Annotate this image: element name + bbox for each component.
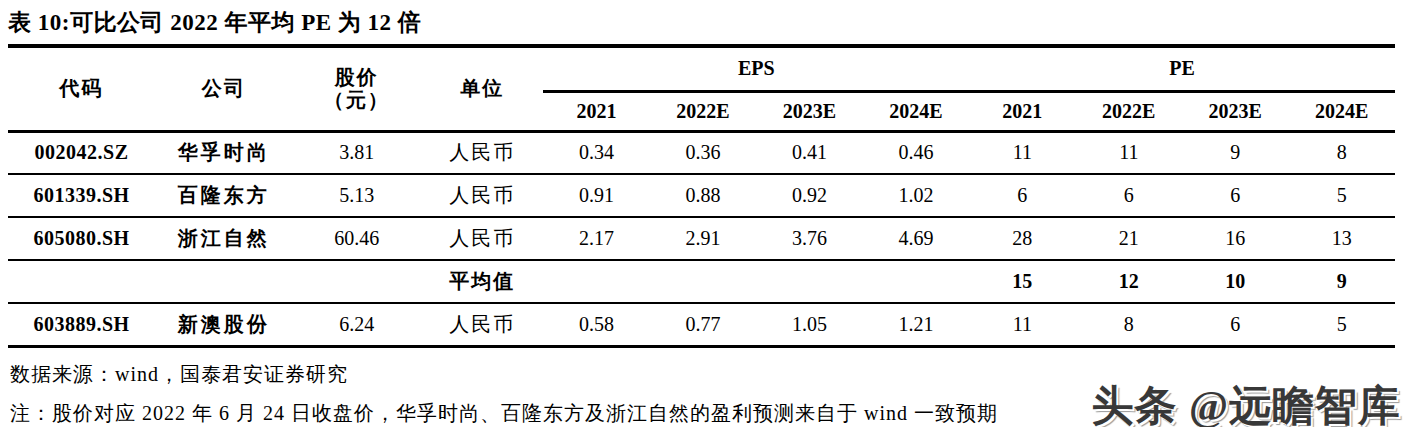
header-eps-2024e: 2024E [863,91,969,131]
header-pe-2021: 2021 [969,91,1075,131]
cell-price: 6.24 [292,303,421,346]
cell-company [155,260,292,303]
cell-eps-2021: 2.17 [543,217,649,260]
cell-pe-2024e: 5 [1288,303,1395,346]
cell-eps-2021: 0.34 [543,131,649,174]
cell-code: 601339.SH [8,174,155,217]
average-label: 平均值 [421,260,543,303]
cell-company: 百隆东方 [155,174,292,217]
table-row: 002042.SZ 华孚时尚 3.81 人民币 0.34 0.36 0.41 0… [8,131,1395,174]
cell-pe-2024e: 8 [1288,131,1395,174]
header-eps-group: EPS [543,46,969,91]
cell-eps-2022e: 0.36 [650,131,756,174]
cell-price [292,260,421,303]
header-code: 代码 [8,46,155,131]
average-row: 平均值 15 12 10 9 [8,260,1395,303]
cell-pe-2023e: 6 [1182,303,1288,346]
header-eps-2022e: 2022E [650,91,756,131]
cell-eps-2021 [543,260,649,303]
cell-eps-2023e: 3.76 [756,217,862,260]
header-company: 公司 [155,46,292,131]
header-pe-2022e: 2022E [1076,91,1182,131]
header-price-line2: （元） [324,89,390,111]
cell-eps-2023e: 0.92 [756,174,862,217]
cell-unit: 人民币 [421,131,543,174]
cell-eps-2023e: 1.05 [756,303,862,346]
cell-unit: 人民币 [421,217,543,260]
cell-eps-2021: 0.91 [543,174,649,217]
cell-eps-2022e: 0.88 [650,174,756,217]
header-price-line1: 股价 [335,66,379,88]
header-unit: 单位 [421,46,543,131]
cell-price: 5.13 [292,174,421,217]
cell-eps-2024e [863,260,969,303]
cell-eps-2021: 0.58 [543,303,649,346]
cell-code: 603889.SH [8,303,155,346]
cell-pe-2023e: 6 [1182,174,1288,217]
cell-eps-2022e [650,260,756,303]
cell-pe-2021: 15 [969,260,1075,303]
header-group-row: 代码 公司 股价 （元） 单位 EPS PE [8,46,1395,91]
table-row: 603889.SH 新澳股份 6.24 人民币 0.58 0.77 1.05 1… [8,303,1395,346]
cell-code: 605080.SH [8,217,155,260]
cell-eps-2024e: 1.21 [863,303,969,346]
cell-pe-2022e: 21 [1076,217,1182,260]
cell-code: 002042.SZ [8,131,155,174]
header-pe-2024e: 2024E [1288,91,1395,131]
cell-eps-2023e [756,260,862,303]
header-eps-2023e: 2023E [756,91,862,131]
cell-pe-2023e: 9 [1182,131,1288,174]
watermark: 头条 @远瞻智库 [1091,385,1401,427]
cell-pe-2021: 11 [969,303,1075,346]
cell-unit: 人民币 [421,174,543,217]
cell-pe-2021: 6 [969,174,1075,217]
table-row: 605080.SH 浙江自然 60.46 人民币 2.17 2.91 3.76 … [8,217,1395,260]
cell-company: 华孚时尚 [155,131,292,174]
page-title: 表 10:可比公司 2022 年平均 PE 为 12 倍 [8,7,1397,38]
cell-pe-2021: 11 [969,131,1075,174]
cell-eps-2022e: 2.91 [650,217,756,260]
cell-pe-2022e: 12 [1076,260,1182,303]
cell-code [8,260,155,303]
cell-eps-2024e: 4.69 [863,217,969,260]
header-pe-2023e: 2023E [1182,91,1288,131]
cell-eps-2024e: 1.02 [863,174,969,217]
cell-pe-2021: 28 [969,217,1075,260]
cell-pe-2023e: 10 [1182,260,1288,303]
cell-pe-2024e: 9 [1288,260,1395,303]
header-price: 股价 （元） [292,46,421,131]
cell-company: 新澳股份 [155,303,292,346]
cell-pe-2024e: 13 [1288,217,1395,260]
cell-pe-2022e: 6 [1076,174,1182,217]
cell-pe-2024e: 5 [1288,174,1395,217]
header-eps-2021: 2021 [543,91,649,131]
cell-price: 3.81 [292,131,421,174]
cell-eps-2023e: 0.41 [756,131,862,174]
header-pe-group: PE [969,46,1395,91]
cell-pe-2022e: 11 [1076,131,1182,174]
cell-pe-2022e: 8 [1076,303,1182,346]
cell-eps-2022e: 0.77 [650,303,756,346]
cell-eps-2024e: 0.46 [863,131,969,174]
cell-price: 60.46 [292,217,421,260]
cell-company: 浙江自然 [155,217,292,260]
table-row: 601339.SH 百隆东方 5.13 人民币 0.91 0.88 0.92 1… [8,174,1395,217]
comparable-companies-table: 代码 公司 股价 （元） 单位 EPS PE 2021 2022E 2023E … [8,44,1395,348]
cell-unit: 人民币 [421,303,543,346]
cell-pe-2023e: 16 [1182,217,1288,260]
